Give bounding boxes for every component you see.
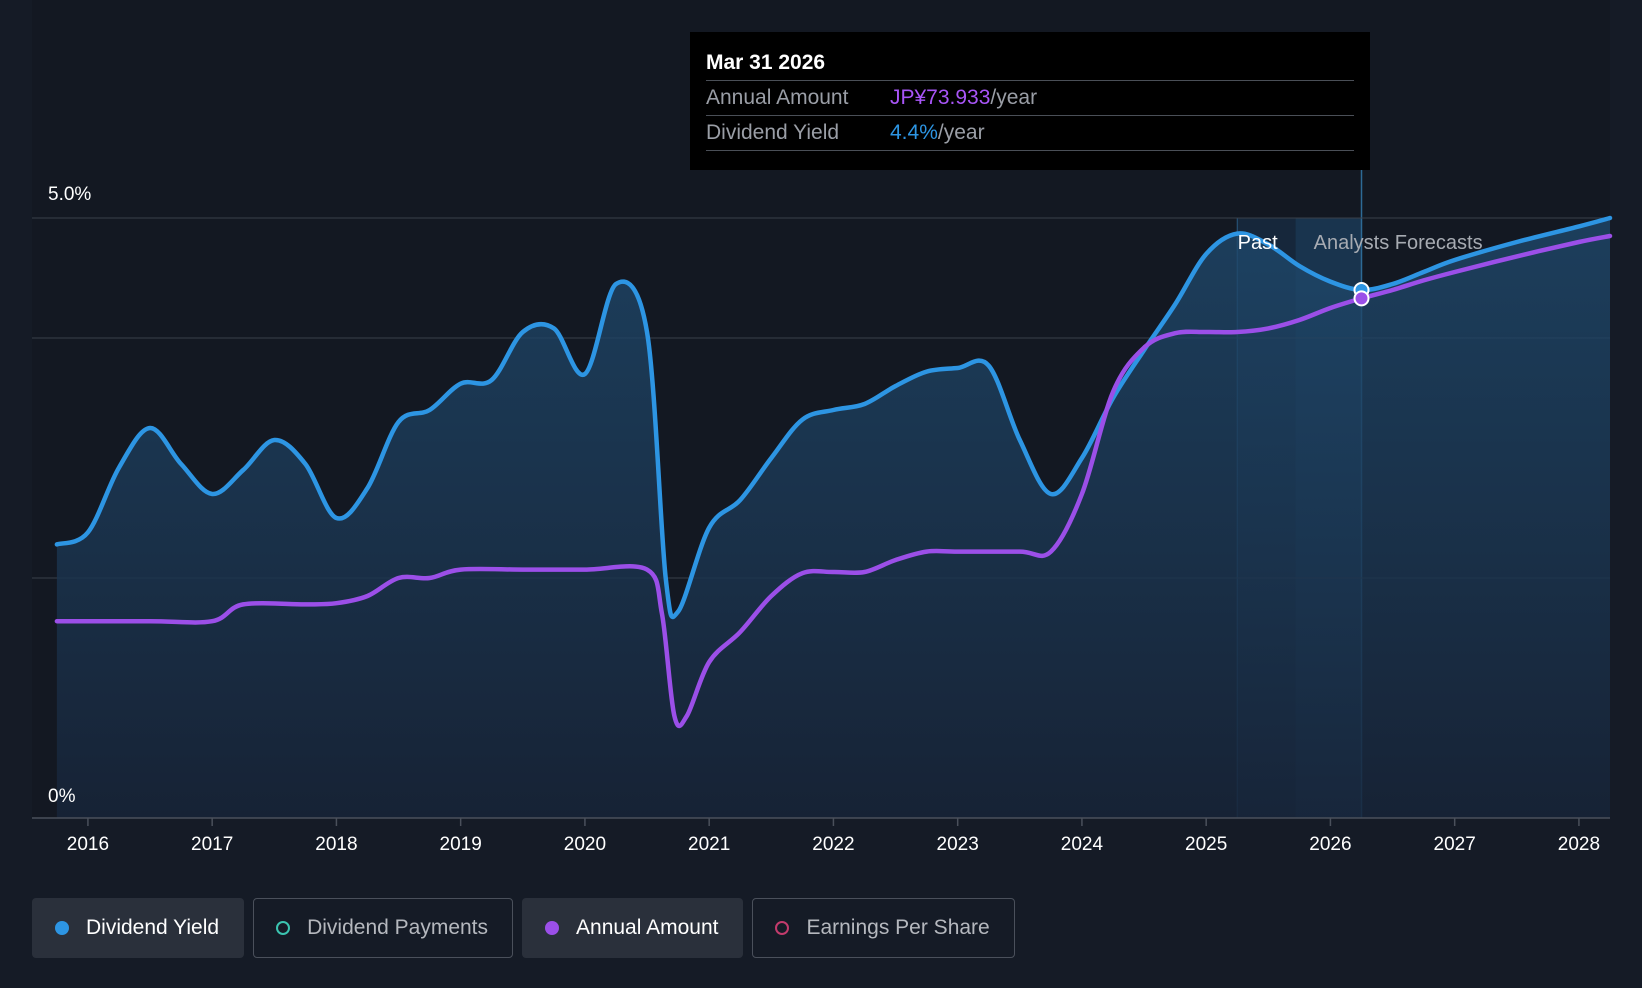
x-tick-label-2019: 2019 bbox=[440, 834, 482, 855]
dividend-payments-ring-icon bbox=[276, 921, 291, 935]
past-region-label: Past bbox=[1238, 232, 1278, 254]
dividend-yield-area bbox=[56, 218, 1610, 818]
x-tick-label-2023: 2023 bbox=[937, 834, 979, 855]
chart-legend: Dividend Yield Dividend Payments Annual … bbox=[32, 898, 1015, 958]
legend-dividend-yield-label: Dividend Yield bbox=[86, 916, 220, 939]
x-tick-label-2018: 2018 bbox=[315, 834, 357, 855]
x-tick-label-2021: 2021 bbox=[688, 834, 730, 855]
legend-earnings-per-share[interactable]: Earnings Per Share bbox=[752, 898, 1015, 958]
tooltip-dividend-yield-key: Dividend Yield bbox=[706, 121, 840, 144]
tooltip-annual-amount-unit: /year bbox=[990, 86, 1038, 109]
x-tick-label-2020: 2020 bbox=[564, 834, 606, 855]
x-tick-label-2016: 2016 bbox=[67, 834, 109, 855]
legend-dividend-yield[interactable]: Dividend Yield bbox=[32, 898, 245, 958]
legend-annual-amount[interactable]: Annual Amount bbox=[522, 898, 744, 958]
x-tick-label-2027: 2027 bbox=[1434, 834, 1476, 855]
tooltip-date: Mar 31 2026 bbox=[706, 46, 1354, 81]
tooltip-dividend-yield-unit: /year bbox=[937, 121, 985, 144]
tooltip-annual-amount-key: Annual Amount bbox=[706, 86, 849, 109]
y-axis-label-min: 0% bbox=[48, 786, 76, 807]
tooltip-row-annual-amount: Annual Amount JP¥73.933 /year bbox=[706, 81, 1354, 116]
annual-amount-dot-icon bbox=[545, 921, 560, 935]
x-tick-label-2017: 2017 bbox=[191, 834, 233, 855]
x-tick-label-2028: 2028 bbox=[1558, 834, 1600, 855]
dividend-yield-dot-icon bbox=[55, 921, 69, 935]
tooltip-row-dividend-yield: Dividend Yield 4.4% /year bbox=[706, 116, 1354, 151]
y-axis-label-max: 5.0% bbox=[48, 184, 91, 205]
forecast-region-label: Analysts Forecasts bbox=[1314, 232, 1483, 254]
dividend-yield-line bbox=[54, 215, 1613, 620]
hover-tooltip: Mar 31 2026 Annual Amount JP¥73.933 /yea… bbox=[690, 32, 1370, 170]
x-tick-label-2025: 2025 bbox=[1185, 834, 1227, 855]
x-tick-label-2024: 2024 bbox=[1061, 834, 1104, 855]
tooltip-dividend-yield-value: 4.4% bbox=[890, 121, 938, 144]
legend-annual-amount-label: Annual Amount bbox=[576, 916, 719, 939]
annual-amount-line bbox=[54, 233, 1613, 729]
legend-dividend-payments-label: Dividend Payments bbox=[307, 916, 489, 939]
tooltip-annual-amount-value: JP¥73.933 bbox=[890, 86, 991, 109]
annual-amount-marker bbox=[1353, 290, 1370, 307]
earnings-per-share-ring-icon bbox=[775, 921, 790, 935]
legend-earnings-per-share-label: Earnings Per Share bbox=[806, 916, 990, 939]
legend-dividend-payments[interactable]: Dividend Payments bbox=[253, 898, 514, 958]
x-tick-label-2026: 2026 bbox=[1309, 834, 1351, 855]
x-tick-label-2022: 2022 bbox=[812, 834, 854, 855]
